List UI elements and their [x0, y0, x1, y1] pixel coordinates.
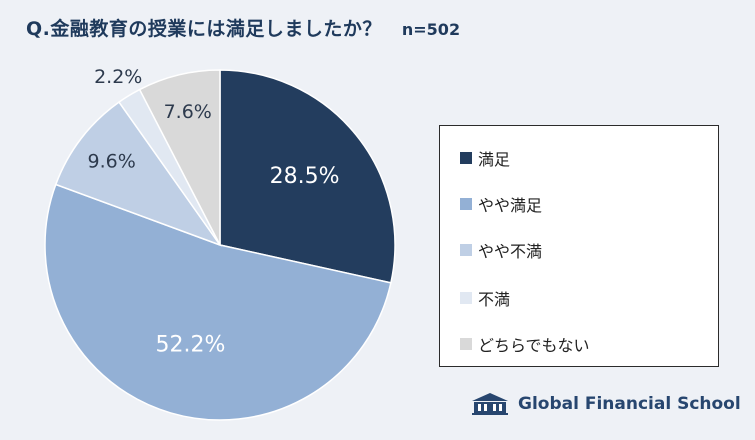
slice-value-label: 9.6%: [88, 150, 136, 172]
pie-slice: [138, 69, 221, 246]
legend-item-manzoku: 満足: [460, 146, 510, 170]
legend-swatch: [460, 292, 472, 304]
slice-value-label: 52.2%: [155, 333, 225, 358]
chart-header: Q.金融教育の授業には満足しましたか？ n=502: [26, 14, 460, 41]
slice-value-label: 7.6%: [164, 101, 212, 123]
legend-item-yaya-fuman: やや不満: [460, 238, 542, 262]
legend-swatch: [460, 198, 472, 210]
pie-slice: [44, 183, 392, 421]
legend-label: やや不満: [478, 242, 543, 261]
legend-label: 不満: [478, 290, 511, 309]
school-building-icon: [472, 393, 508, 415]
legend-label: どちらでもない: [478, 336, 590, 355]
legend-label: 満足: [478, 150, 511, 169]
legend-swatch: [460, 338, 472, 350]
pie-slice: [54, 101, 223, 247]
legend-item-dochira-demo-nai: どちらでもない: [460, 332, 590, 356]
legend-item-yaya-manzoku: やや満足: [460, 192, 542, 216]
pie-slice: [219, 69, 396, 284]
legend-swatch: [460, 152, 472, 164]
sample-size: n=502: [401, 20, 461, 39]
legend-label: やや満足: [478, 196, 543, 215]
brand-logo: Global Financial School: [470, 392, 741, 416]
slice-value-label: 2.2%: [94, 66, 142, 88]
slice-value-label: 28.5%: [270, 164, 340, 189]
chart-legend: 満足 やや満足 やや不満 不満 どちらでもない: [439, 125, 719, 367]
legend-swatch: [460, 244, 472, 256]
logo-text: Global Financial School: [518, 394, 741, 414]
chart-title: Q.金融教育の授業には満足しましたか？: [26, 18, 382, 40]
legend-item-fuman: 不満: [460, 286, 510, 310]
